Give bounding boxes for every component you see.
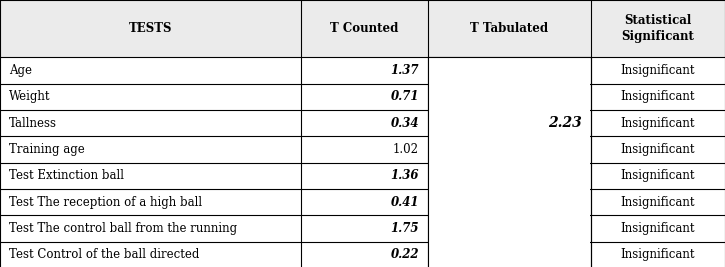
Text: 2.23: 2.23 — [548, 116, 582, 130]
Text: Insignificant: Insignificant — [621, 195, 695, 209]
Text: T Counted: T Counted — [330, 22, 399, 35]
Text: Age: Age — [9, 64, 32, 77]
Text: 0.71: 0.71 — [391, 90, 419, 103]
Text: 1.75: 1.75 — [391, 222, 419, 235]
Text: Insignificant: Insignificant — [621, 169, 695, 182]
Text: Weight: Weight — [9, 90, 50, 103]
Bar — [0, 0, 725, 57]
Text: 0.41: 0.41 — [391, 195, 419, 209]
Text: Training age: Training age — [9, 143, 84, 156]
Text: Tallness: Tallness — [9, 117, 57, 130]
Text: Test The reception of a high ball: Test The reception of a high ball — [9, 195, 202, 209]
Text: 0.34: 0.34 — [391, 117, 419, 130]
Text: Insignificant: Insignificant — [621, 222, 695, 235]
Bar — [428, 58, 590, 267]
Text: T Tabulated: T Tabulated — [471, 22, 548, 35]
Text: Insignificant: Insignificant — [621, 248, 695, 261]
Text: 1.37: 1.37 — [391, 64, 419, 77]
Text: TESTS: TESTS — [129, 22, 173, 35]
Text: Statistical
Significant: Statistical Significant — [621, 14, 695, 43]
Text: 0.22: 0.22 — [391, 248, 419, 261]
Text: 1.36: 1.36 — [391, 169, 419, 182]
Text: Insignificant: Insignificant — [621, 117, 695, 130]
Text: Test Control of the ball directed: Test Control of the ball directed — [9, 248, 199, 261]
Text: 1.02: 1.02 — [393, 143, 419, 156]
Text: Test Extinction ball: Test Extinction ball — [9, 169, 124, 182]
Text: Insignificant: Insignificant — [621, 90, 695, 103]
Text: Test The control ball from the running: Test The control ball from the running — [9, 222, 237, 235]
Text: Insignificant: Insignificant — [621, 64, 695, 77]
Text: Insignificant: Insignificant — [621, 143, 695, 156]
